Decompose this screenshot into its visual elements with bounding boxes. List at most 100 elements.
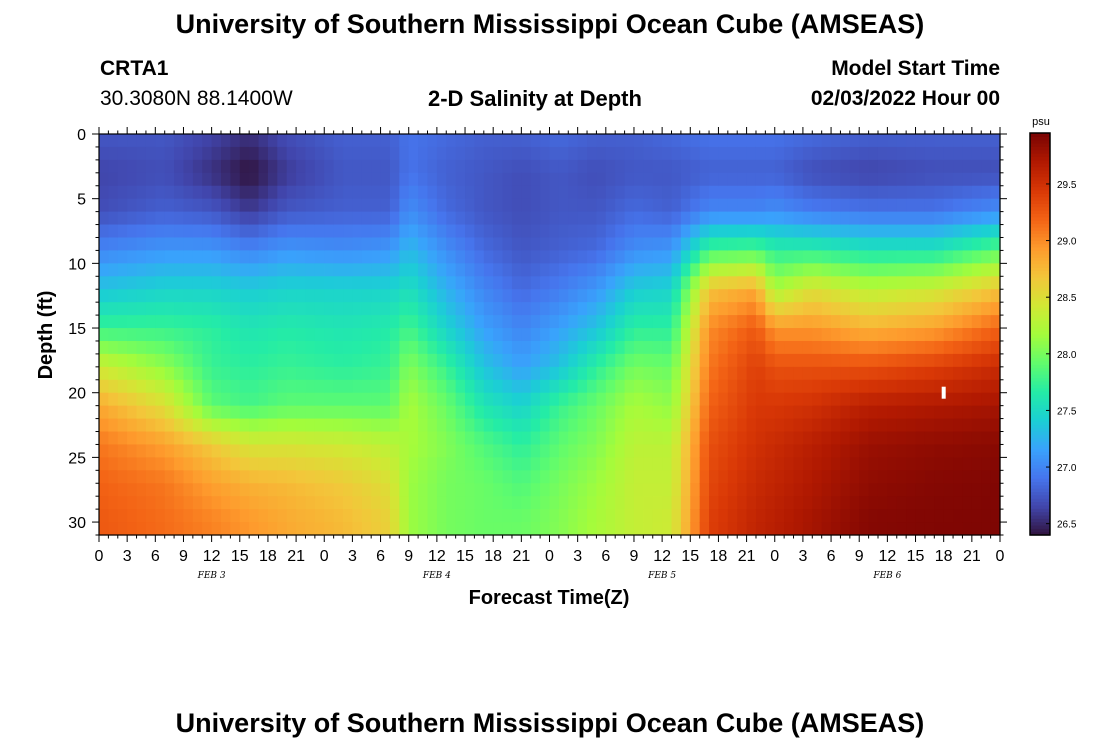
heat-cell [296, 509, 307, 523]
heat-cell [493, 289, 504, 303]
heat-cell [924, 392, 935, 407]
heat-cell [314, 224, 325, 239]
heat-cell [239, 418, 250, 433]
heat-cell [511, 289, 522, 303]
heat-cell [558, 366, 569, 381]
heat-cell [596, 470, 607, 484]
heat-cell [446, 289, 457, 303]
heat-cell [877, 198, 888, 213]
heat-cell [202, 431, 213, 446]
heat-cell [455, 457, 466, 471]
colorbar-segment [1030, 404, 1050, 409]
heat-cell [840, 328, 851, 342]
heat-cell [671, 496, 682, 510]
heat-cell [305, 392, 316, 407]
heat-cell [155, 340, 166, 355]
heat-cell [446, 224, 457, 239]
heat-cell [136, 211, 147, 226]
heatmap-cells [99, 134, 1001, 536]
heat-cell [343, 134, 354, 148]
heat-cell [230, 522, 241, 536]
heat-cell [117, 496, 128, 510]
heat-cell [915, 159, 926, 174]
heat-cell [765, 470, 776, 484]
heat-cell [239, 134, 250, 148]
heat-cell [671, 379, 682, 394]
heat-cell [840, 405, 851, 420]
heat-cell [277, 470, 288, 484]
heat-cell [465, 418, 476, 433]
heat-cell [868, 405, 879, 420]
colorbar-segment [1030, 407, 1050, 412]
heat-cell [605, 353, 616, 368]
heat-cell [474, 340, 485, 355]
heat-cell [727, 211, 738, 226]
heat-cell [493, 185, 504, 200]
heat-cell [343, 457, 354, 471]
heat-cell [230, 224, 241, 239]
heat-cell [324, 134, 335, 148]
heat-cell [680, 224, 691, 239]
heat-cell [718, 509, 729, 523]
heat-cell [709, 172, 720, 187]
heat-cell [296, 353, 307, 368]
heat-cell [727, 509, 738, 523]
heat-cell [971, 392, 982, 407]
heat-cell [249, 509, 260, 523]
heat-cell [568, 134, 579, 148]
heat-cell [793, 289, 804, 303]
heat-cell [577, 392, 588, 407]
heat-cell [596, 211, 607, 226]
heat-cell [474, 353, 485, 368]
heat-cell [474, 470, 485, 484]
heat-cell [455, 237, 466, 252]
heat-cell [690, 250, 701, 264]
heat-cell [521, 328, 532, 342]
heat-cell [305, 172, 316, 187]
heat-cell [483, 379, 494, 394]
colorbar-segment [1030, 163, 1050, 168]
heat-cell [117, 366, 128, 381]
heat-cell [127, 379, 138, 394]
heat-cell [324, 470, 335, 484]
heat-cell [849, 198, 860, 213]
x-tick-label: 21 [512, 548, 530, 565]
heat-cell [971, 134, 982, 148]
heat-cell [718, 315, 729, 329]
heat-cell [821, 379, 832, 394]
heat-cell [465, 366, 476, 381]
heat-cell [821, 496, 832, 510]
heat-cell [568, 250, 579, 264]
heat-cell [802, 224, 813, 239]
heat-cell [277, 509, 288, 523]
heat-cell [202, 146, 213, 161]
heat-cell [333, 250, 344, 264]
heat-cell [643, 496, 654, 510]
colorbar-tick-label: 26.5 [1057, 520, 1077, 531]
heat-cell [267, 509, 278, 523]
heat-cell [371, 185, 382, 200]
heat-cell [802, 457, 813, 471]
heat-cell [587, 315, 598, 329]
heat-cell [164, 224, 175, 239]
heat-cell [765, 522, 776, 536]
heat-cell [380, 289, 391, 303]
heat-cell [859, 444, 870, 458]
colorbar-segment [1030, 340, 1050, 345]
heat-cell [380, 444, 391, 458]
heat-cell [755, 159, 766, 174]
heat-cell [802, 366, 813, 381]
heat-cell [624, 134, 635, 148]
heat-cell [380, 146, 391, 161]
heat-cell [427, 146, 438, 161]
colorbar-segment [1030, 474, 1050, 479]
heat-cell [774, 134, 785, 148]
heat-cell [455, 444, 466, 458]
heat-cell [521, 483, 532, 497]
heat-cell [755, 276, 766, 290]
heat-cell [286, 366, 297, 381]
heat-cell [483, 483, 494, 497]
heat-cell [249, 496, 260, 510]
heat-cell [906, 509, 917, 523]
x-tick-label: 18 [484, 548, 502, 565]
